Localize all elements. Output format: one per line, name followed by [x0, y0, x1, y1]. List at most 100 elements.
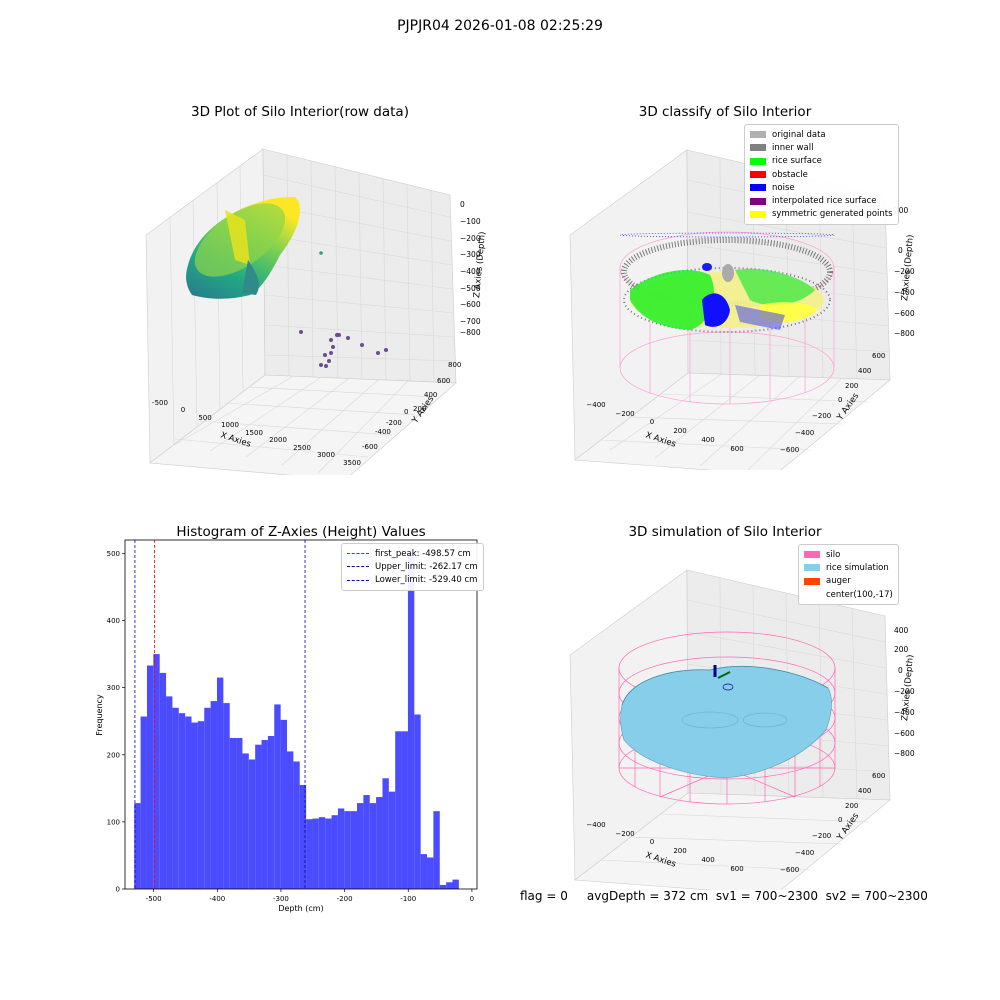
histogram-bar: [439, 884, 447, 889]
classify-3d-plot: 200 0 −200 −400 −600 −800 Z Axies (Depth…: [569, 149, 916, 470]
histogram-bar: [369, 803, 377, 889]
histogram-bar: [210, 701, 217, 889]
y-tick: 600: [872, 352, 885, 360]
histogram-bar: [337, 808, 345, 889]
legend-label: symmetric generated points: [772, 209, 893, 220]
histogram-bar: [204, 707, 211, 889]
legend-line: [347, 566, 369, 568]
y-tick: 0: [838, 816, 842, 824]
histogram-bar: [267, 735, 275, 889]
histogram-bar: [414, 714, 421, 889]
y-tick: 200: [845, 382, 858, 390]
histogram-bar: [363, 795, 370, 889]
histogram-bar: [255, 744, 262, 889]
histogram-bar: [299, 784, 307, 889]
legend-entry: rice simulation: [804, 561, 893, 574]
y-tick-label: 0: [116, 886, 120, 894]
legend-entry: first_peak: -498.57 cm: [347, 547, 478, 560]
histogram-bar: [312, 818, 319, 889]
y-tick: 400: [858, 367, 871, 375]
z-tick: −800: [894, 329, 915, 338]
z-tick: −400: [460, 267, 481, 276]
legend-swatch: [750, 210, 766, 218]
legend-label: center(100,-17): [826, 589, 893, 600]
y-tick-label: 100: [107, 818, 120, 826]
simulation-y-ticks: 600 400 200 0 −200 −400 −600: [780, 772, 885, 874]
rice-simulation-surface: [620, 665, 832, 779]
histogram-bar: [159, 672, 167, 889]
histogram-bar: [242, 753, 249, 889]
histogram-title: Histogram of Z-Axies (Height) Values: [176, 524, 426, 540]
x-tick: 2500: [293, 444, 311, 452]
status-footer: flag = 0 avgDepth = 372 cm sv1 = 700~230…: [520, 889, 928, 903]
histogram-bar: [318, 817, 326, 889]
y-tick: 600: [437, 377, 450, 385]
histogram-bar: [216, 677, 224, 889]
histogram-bar: [146, 665, 154, 889]
z-tick: 400: [894, 626, 909, 635]
histogram-bar: [306, 819, 313, 889]
z-tick: −600: [460, 300, 481, 309]
x-tick: 400: [701, 436, 714, 444]
x-tick: 500: [198, 414, 211, 422]
legend-label: Upper_limit: -262.17 cm: [375, 561, 478, 572]
histogram-bar: [153, 654, 160, 889]
histogram-bar: [197, 721, 205, 889]
z-tick: 200: [894, 206, 909, 215]
z-tick: 200: [894, 645, 909, 654]
x-tick-label: -100: [400, 895, 416, 903]
z-tick: −200: [894, 687, 915, 696]
simulation-legend: silo rice simulation auger center(100,-1…: [798, 544, 899, 606]
y-tick: -600: [362, 443, 378, 451]
legend-entry: symmetric generated points: [750, 208, 893, 221]
histogram-bar: [452, 879, 459, 889]
legend-swatch: [804, 564, 820, 572]
histogram-bar: [433, 811, 440, 889]
legend-entry: noise: [750, 181, 893, 194]
auger-marker: [713, 665, 734, 691]
y-tick: −600: [780, 446, 799, 454]
x-tick: 3500: [343, 459, 361, 467]
x-tick-label: 0: [470, 895, 474, 903]
legend-swatch: [750, 157, 766, 165]
x-tick: 200: [673, 847, 686, 855]
classify-plot-title: 3D classify of Silo Interior: [638, 104, 812, 120]
x-tick-label: -200: [337, 895, 353, 903]
histogram-bars: [134, 553, 459, 889]
histogram-bar: [229, 737, 237, 889]
x-tick: 0: [650, 418, 654, 426]
z-tick: −200: [460, 234, 481, 243]
legend-entry: rice surface: [750, 155, 893, 168]
z-tick: −300: [460, 250, 481, 259]
legend-label: rice surface: [772, 156, 822, 167]
legend-entry: Upper_limit: -262.17 cm: [347, 560, 478, 573]
figure-title: PJPJR04 2026-01-08 02:25:29: [397, 18, 603, 34]
legend-entry: silo: [804, 548, 893, 561]
histogram-bar: [350, 811, 358, 889]
classify-x-ticks: −400 −200 0 200 400 600: [586, 401, 743, 453]
histogram-bar: [172, 707, 179, 889]
x-tick: −400: [586, 821, 605, 829]
y-tick-label: 400: [107, 617, 120, 625]
legend-entry: interpolated rice surface: [750, 194, 893, 207]
legend-entry: inner wall: [750, 141, 893, 154]
histogram-bar: [331, 815, 338, 889]
histogram-bar: [427, 857, 434, 889]
axes-panes: [145, 148, 457, 475]
x-tick: 0: [650, 838, 654, 846]
z-tick: −100: [460, 217, 481, 226]
simulation-x-ticks: −400 −200 0 200 400 600: [586, 821, 743, 873]
x-tick: −200: [615, 410, 634, 418]
x-tick: −200: [615, 830, 634, 838]
legend-label: first_peak: -498.57 cm: [375, 548, 471, 559]
legend-label: rice simulation: [826, 562, 889, 573]
y-tick: 0: [404, 408, 408, 416]
y-tick-label: 300: [107, 684, 120, 692]
histogram-chart: -500 -400 -300 -200 -100 0 0 100 200 300 400 500 D…: [95, 539, 478, 913]
legend-swatch: [750, 184, 766, 192]
histogram-bar: [388, 791, 396, 889]
histogram-reference-lines: [134, 540, 306, 889]
simulation-3d-plot: 400 200 0 −200 −400 −600 −800 Z Axies (D…: [569, 569, 916, 890]
histogram-bar: [191, 722, 198, 889]
histogram-bar: [274, 704, 281, 889]
